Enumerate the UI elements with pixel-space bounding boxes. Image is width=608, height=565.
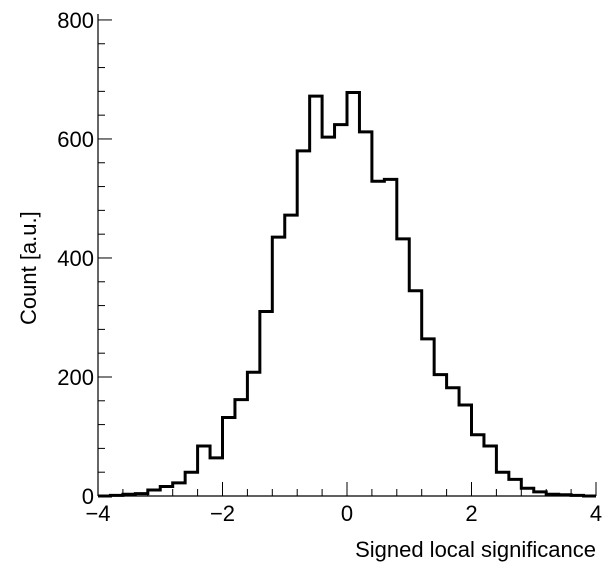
- y-tick-label: 600: [57, 127, 94, 152]
- y-tick-label: 0: [82, 484, 94, 509]
- histogram-bin: [397, 239, 409, 496]
- histogram-bin: [409, 291, 421, 496]
- y-tick-label: 800: [57, 8, 94, 33]
- y-tick-label: 200: [57, 365, 94, 390]
- y-axis-ticks: [98, 19, 112, 497]
- histogram-bin: [472, 435, 484, 496]
- plot-frame: [97, 14, 596, 497]
- histogram-bin: [484, 446, 496, 496]
- x-tick-label: 2: [465, 501, 477, 526]
- x-axis-title: Signed local significance: [355, 537, 596, 562]
- histogram-bin: [297, 151, 309, 496]
- histogram-bin: [496, 472, 508, 496]
- histogram-bin: [372, 181, 384, 496]
- histogram-bin: [310, 96, 322, 496]
- histogram-bin: [422, 339, 434, 496]
- histogram-bin: [347, 93, 359, 496]
- histogram-bin: [185, 472, 197, 496]
- y-axis-title: Count [a.u.]: [16, 211, 41, 325]
- x-tick-label: 0: [341, 501, 353, 526]
- histogram-bin: [272, 237, 284, 496]
- histogram-bin: [447, 388, 459, 496]
- histogram-bin: [335, 125, 347, 496]
- histogram-bin: [173, 483, 185, 496]
- histogram-bin: [223, 417, 235, 496]
- histogram-bin: [359, 132, 371, 496]
- x-tick-label: −4: [85, 501, 110, 526]
- histogram-bin: [285, 215, 297, 496]
- x-tick-label: −2: [210, 501, 235, 526]
- histogram-bins: [110, 93, 583, 496]
- x-axis-ticks: [97, 482, 597, 496]
- histogram-bin: [322, 137, 334, 496]
- histogram-bin: [384, 179, 396, 496]
- histogram-bin: [434, 375, 446, 496]
- histogram-bin: [198, 446, 210, 496]
- histogram-bin: [459, 405, 471, 496]
- y-tick-labels: 0 200 400 600 800: [57, 8, 94, 509]
- histogram-bin: [210, 458, 222, 496]
- y-tick-label: 400: [57, 246, 94, 271]
- histogram-bin: [260, 312, 272, 496]
- x-tick-labels: −4 −2 0 2 4: [85, 501, 602, 526]
- histogram-outline: [98, 91, 596, 498]
- histogram-bin: [509, 479, 521, 496]
- x-tick-label: 4: [590, 501, 602, 526]
- histogram-bin: [247, 372, 259, 496]
- histogram-bin: [235, 400, 247, 496]
